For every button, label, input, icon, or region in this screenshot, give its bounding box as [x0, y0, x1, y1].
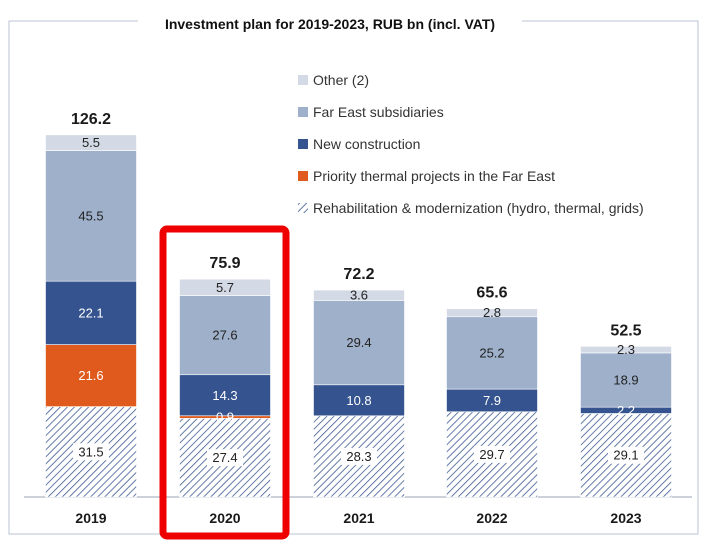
legend-swatch-0 [298, 75, 308, 85]
legend-label-4: Rehabilitation & modernization (hydro, t… [313, 200, 644, 216]
value-label-2019-4: 5.5 [82, 135, 100, 150]
legend-swatch-2 [298, 139, 308, 149]
bar-segment-2020-3 [179, 295, 271, 376]
value-label-bg-2021-0 [341, 447, 377, 465]
value-label-bg-2019-0 [73, 443, 109, 461]
value-label-2023-3: 18.9 [613, 373, 638, 388]
category-label-2020: 2020 [209, 510, 240, 526]
bars-layer [45, 134, 672, 498]
category-label-2022: 2022 [476, 510, 507, 526]
value-label-2020-3: 27.6 [212, 328, 237, 343]
bar-segment-2019-3 [45, 150, 137, 282]
value-label-2023-4: 2.3 [617, 342, 635, 357]
bar-segment-2022-3 [446, 316, 538, 390]
total-label-2022: 65.6 [476, 285, 507, 302]
legend-label-1: Far East subsidiaries [313, 104, 444, 120]
bar-segment-2022-4 [446, 308, 538, 318]
value-label-2021-0: 28.3 [346, 449, 371, 464]
bar-segment-2020-4 [179, 278, 271, 296]
bar-segment-2023-3 [580, 352, 672, 408]
legend-swatch-4 [298, 203, 308, 213]
value-label-2019-1: 21.6 [78, 368, 103, 383]
legend-label-2: New construction [313, 136, 420, 152]
category-label-2019: 2019 [75, 510, 106, 526]
value-label-bg-2020-0 [207, 449, 243, 467]
value-label-bg-2022-0 [474, 445, 510, 463]
legend-label-0: Other (2) [313, 72, 369, 88]
highlight-box-2020 [159, 225, 290, 540]
category-label-2023: 2023 [610, 510, 641, 526]
value-label-2019-2: 22.1 [78, 305, 103, 320]
category-label-2021: 2021 [343, 510, 374, 526]
total-label-2019: 126.2 [71, 111, 111, 128]
total-label-2020: 75.9 [209, 255, 240, 272]
value-label-2023-2: 2.2 [617, 403, 635, 418]
bar-segment-2021-2 [313, 384, 405, 417]
chart-title: Investment plan for 2019-2023, RUB bn (i… [165, 16, 495, 32]
bar-segment-2021-4 [313, 289, 405, 301]
bar-segment-2021-3 [313, 300, 405, 386]
value-label-2020-1: 0.9 [216, 410, 234, 425]
value-label-2022-0: 29.7 [479, 447, 504, 462]
value-label-2022-2: 7.9 [483, 393, 501, 408]
legend: Other (2) Far East subsidiaries New constr… [298, 72, 644, 216]
value-label-2020-4: 5.7 [216, 280, 234, 295]
value-label-2021-3: 29.4 [346, 335, 371, 350]
legend-swatch-3 [298, 171, 308, 181]
value-label-2019-3: 45.5 [78, 208, 103, 223]
value-label-2019-0: 31.5 [78, 444, 103, 459]
bar-segment-2023-4 [580, 346, 672, 354]
value-label-2022-3: 25.2 [479, 345, 504, 360]
value-label-bg-2023-0 [608, 446, 644, 464]
bar-segment-2019-2 [45, 280, 137, 345]
labels-layer: 31.5 21.6 22.1 45.5 5.5 126.2 2019 27.4 0.9 14.3 2… [71, 111, 644, 526]
total-label-2023: 52.5 [610, 322, 641, 339]
bar-segment-2019-4 [45, 134, 137, 151]
bar-segment-2019-1 [45, 344, 137, 407]
legend-label-3: Priority thermal projects in the Far Eas… [313, 168, 555, 184]
bar-segment-2020-2 [179, 374, 271, 417]
value-label-2021-4: 3.6 [350, 288, 368, 303]
value-label-2023-0: 29.1 [613, 448, 638, 463]
value-label-2020-0: 27.4 [212, 450, 237, 465]
legend-swatch-1 [298, 107, 308, 117]
total-label-2021: 72.2 [343, 266, 374, 283]
value-label-2022-4: 2.8 [483, 305, 501, 320]
value-label-2020-2: 14.3 [212, 388, 237, 403]
title-background [138, 12, 522, 34]
value-label-2021-2: 10.8 [346, 393, 371, 408]
